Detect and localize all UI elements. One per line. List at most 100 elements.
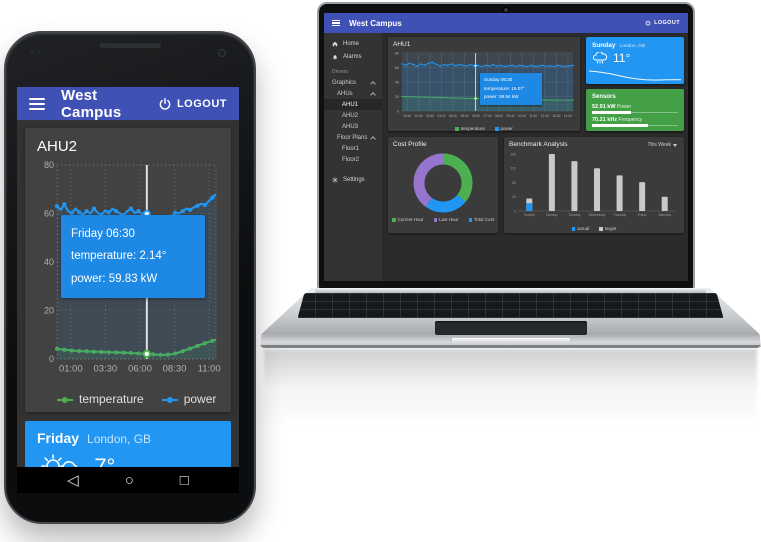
sidebar-section-drivers: Drivers	[332, 69, 348, 75]
bell-icon	[333, 54, 337, 59]
sidebar-item-floor2[interactable]: Floor2	[342, 156, 360, 163]
proximity-sensor-dot	[30, 50, 34, 54]
svg-text:14:40: 14:40	[564, 114, 572, 118]
chevron-up-icon	[370, 92, 376, 98]
power-icon	[159, 97, 171, 110]
weather-day: Sunday	[592, 42, 616, 49]
svg-text:0: 0	[514, 209, 516, 213]
home-icon	[332, 41, 338, 46]
laptop-device: West Campus LOGOUT Home	[260, 0, 761, 542]
benchmark-title: Benchmark Analysis	[509, 141, 568, 148]
ahu1-chart[interactable]: 0 20 40 60 80 00:40 01:40 02:40 03:40 04:40 05:40 0…	[392, 50, 576, 125]
webcam	[503, 7, 509, 13]
chevron-up-icon	[370, 81, 376, 87]
svg-text:11:00: 11:00	[198, 364, 221, 375]
svg-text:Tuesday: Tuesday	[568, 213, 581, 217]
hamburger-menu-icon[interactable]	[29, 97, 45, 110]
sidebar-item-alarms[interactable]: Alarms	[324, 50, 382, 63]
tooltip-power: power: 59.83 kW	[71, 272, 158, 285]
sensor-row-power: 52.91 kW Power	[592, 104, 678, 114]
target-marker-icon	[599, 227, 603, 231]
weather-day: Friday	[37, 430, 80, 446]
phone-screen: West Campus LOGOUT AHU2 0 20 40 60 80 01:00 03…	[17, 87, 239, 493]
sidebar-item-ahu1[interactable]: AHU1	[324, 99, 382, 110]
total-cost-marker-icon	[468, 218, 472, 222]
cost-profile-title: Cost Profile	[393, 141, 427, 148]
phone-weather-card: Friday London, GB -7°	[25, 421, 231, 467]
svg-text:08:40: 08:40	[495, 114, 503, 118]
sidebar-item-graphics[interactable]: Graphics	[324, 77, 382, 88]
sidebar-item-ahu3[interactable]: AHU3	[342, 123, 359, 130]
svg-text:60: 60	[395, 66, 399, 70]
phone-app-title: West Campus	[61, 87, 122, 121]
back-button[interactable]: ◁	[67, 471, 79, 489]
laptop-hinge	[315, 288, 706, 293]
svg-text:60: 60	[44, 209, 54, 219]
sidebar-tree: Graphics AHUs AHU1 AHU2 AHU3 Floor Plans Floor…	[324, 77, 382, 165]
phone-device: West Campus LOGOUT AHU2 0 20 40 60 80 01:00 03…	[4, 31, 256, 524]
sensors-card: Sensors 52.91 kW Power 70.21 kHz Frequen…	[586, 89, 684, 131]
power-progress-bar	[592, 111, 678, 114]
svg-text:80: 80	[44, 160, 54, 170]
weather-location: London, GB	[619, 44, 646, 49]
cost-profile-donut-svg[interactable]	[410, 150, 476, 216]
svg-text:20: 20	[395, 95, 399, 99]
chart-tooltip: Sunday 06:30 temperature: 15.07° power: …	[480, 73, 542, 106]
dashboard-main: AHU1 0 20 40 60 80 00:40 01:40 02:40 03:40 04:40 0…	[382, 33, 688, 281]
laptop-screen: West Campus LOGOUT Home	[324, 13, 688, 281]
svg-text:09:40: 09:40	[506, 114, 514, 118]
phone-logout-button[interactable]: LOGOUT	[158, 97, 227, 111]
laptop-keyboard	[297, 293, 724, 318]
home-button[interactable]: ○	[124, 471, 134, 489]
svg-text:Sunday: Sunday	[524, 213, 535, 217]
svg-text:07:40: 07:40	[484, 114, 492, 118]
svg-text:04:40: 04:40	[449, 114, 457, 118]
sidebar-item-home[interactable]: Home	[324, 37, 382, 50]
actual-marker-icon	[571, 227, 576, 231]
sensors-title: Sensors	[592, 94, 616, 100]
chart-tooltip: Friday 06:30 temperature: 2.14° power: 5…	[61, 215, 205, 299]
chevron-up-icon	[370, 136, 376, 142]
svg-text:40: 40	[44, 257, 54, 267]
sidebar-item-ahus[interactable]: AHUs	[324, 88, 382, 99]
laptop-trackpad	[434, 321, 587, 335]
sidebar-item-ahu2[interactable]: AHU2	[342, 112, 359, 119]
weather-location: London, GB	[87, 432, 152, 446]
laptop-logout-button[interactable]: LOGOUT	[645, 20, 680, 26]
svg-text:05:40: 05:40	[461, 114, 469, 118]
sidebar-item-settings[interactable]: Settings	[324, 173, 382, 186]
sidebar-item-floor1[interactable]: Floor1	[342, 145, 360, 152]
svg-text:02:40: 02:40	[426, 114, 434, 118]
android-nav-bar: ◁ ○ □	[17, 467, 239, 493]
svg-text:11:40: 11:40	[529, 114, 537, 118]
svg-text:03:40: 03:40	[438, 114, 446, 118]
laptop-logout-label: LOGOUT	[654, 20, 680, 26]
bar-legend: actual target	[508, 226, 680, 231]
tooltip-time: Friday 06:30	[71, 228, 135, 240]
power-icon	[645, 20, 651, 26]
chevron-down-icon	[673, 143, 677, 147]
temperature-marker-icon	[57, 398, 73, 401]
legend-power: power	[161, 392, 216, 406]
svg-text:Thursday: Thursday	[613, 213, 627, 217]
svg-text:80: 80	[512, 181, 516, 185]
chart-legend: temperature power	[392, 126, 576, 131]
svg-text:12:40: 12:40	[541, 114, 549, 118]
partly-cloudy-icon	[41, 454, 77, 467]
phone-speaker	[98, 42, 162, 49]
hamburger-menu-icon[interactable]	[332, 19, 340, 27]
svg-text:20: 20	[44, 306, 54, 316]
ahu1-card: AHU1 0 20 40 60 80 00:40 01:40 02:40 03:40 04:40 0…	[388, 37, 580, 131]
recents-button[interactable]: □	[179, 471, 189, 489]
svg-text:160: 160	[510, 152, 516, 156]
ahu2-chart[interactable]: 0 20 40 60 80 01:00 03:30 06:00 08:30 11:00 Frida…	[35, 159, 221, 390]
front-camera	[218, 49, 226, 57]
benchmark-bar-chart-svg[interactable]: 0 40 80 120 160 Sunday Monday Tuesday Wednesday T…	[508, 150, 678, 220]
svg-text:Friday: Friday	[638, 213, 647, 217]
sidebar-item-floor-plans[interactable]: Floor Plans	[324, 132, 382, 143]
svg-text:10:40: 10:40	[518, 114, 526, 118]
benchmark-filter-dropdown[interactable]: This Week	[647, 142, 677, 148]
power-marker-icon	[495, 127, 499, 131]
svg-text:01:40: 01:40	[415, 114, 423, 118]
